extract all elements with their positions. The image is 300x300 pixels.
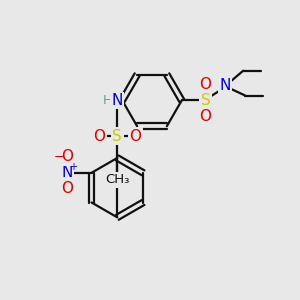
Text: −: −: [54, 150, 64, 164]
Text: +: +: [69, 162, 77, 172]
Text: O: O: [61, 149, 73, 164]
Text: CH₃: CH₃: [105, 173, 130, 186]
Text: N: N: [220, 78, 231, 93]
Text: O: O: [129, 129, 141, 144]
Text: S: S: [112, 129, 122, 144]
Text: O: O: [200, 109, 211, 124]
Text: S: S: [201, 93, 210, 108]
Text: N: N: [61, 165, 73, 180]
Text: N: N: [112, 93, 123, 108]
Text: H: H: [103, 94, 112, 107]
Text: O: O: [94, 129, 106, 144]
Text: O: O: [61, 181, 73, 196]
Text: O: O: [200, 77, 211, 92]
